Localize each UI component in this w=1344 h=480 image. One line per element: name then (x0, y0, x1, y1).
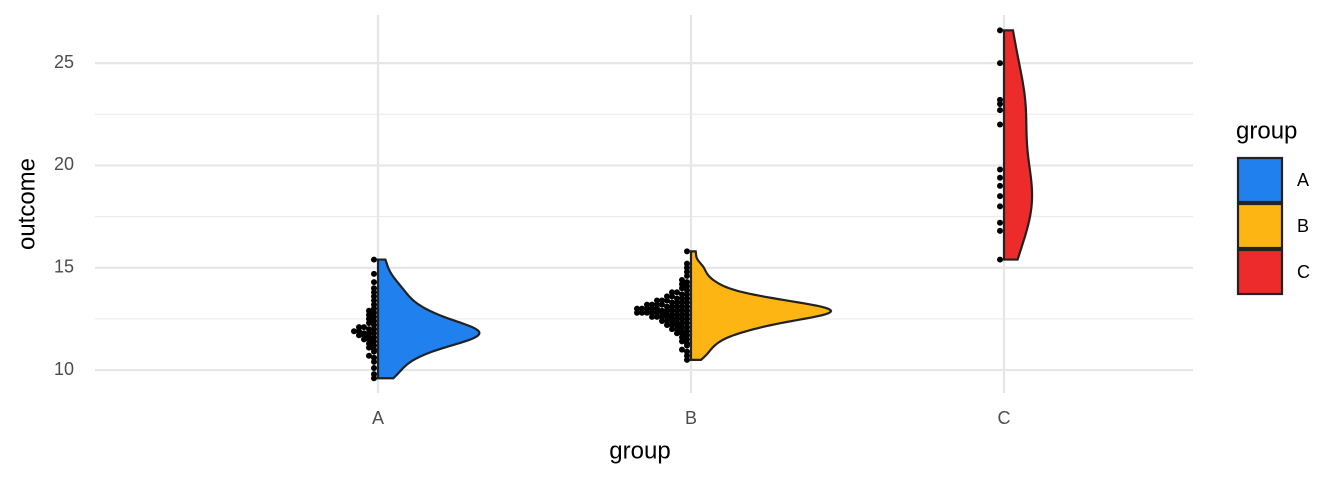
dot (684, 248, 690, 255)
dot (659, 297, 665, 304)
dot (997, 256, 1003, 263)
dot (997, 174, 1003, 181)
dot (997, 193, 1003, 200)
legend-label: A (1297, 170, 1309, 190)
dot (639, 305, 645, 312)
dot (356, 324, 362, 331)
legend-key (1236, 248, 1284, 296)
legend-title: group (1236, 117, 1297, 144)
dot (997, 203, 1003, 210)
dot (649, 301, 655, 308)
dot (669, 289, 675, 296)
dot (366, 326, 372, 333)
dot (664, 293, 670, 300)
y-tick-label: 20 (54, 154, 74, 174)
y-tick-label: 25 (54, 52, 74, 72)
dot (684, 260, 690, 267)
legend-key (1236, 202, 1284, 250)
y-tick-label: 10 (54, 359, 74, 379)
y-tick-label: 15 (54, 257, 74, 277)
dot (644, 301, 650, 308)
legend-label: B (1297, 216, 1309, 236)
dot (361, 330, 367, 337)
dot (371, 371, 377, 378)
half-violin (689, 250, 833, 361)
dot (669, 299, 675, 306)
dot (654, 297, 660, 304)
dot (997, 166, 1003, 173)
x-tick-label: A (372, 408, 384, 428)
dot (679, 277, 685, 284)
dot (366, 307, 372, 314)
legend-label: C (1297, 262, 1310, 282)
dot (351, 328, 357, 335)
dot (659, 307, 665, 314)
dot (997, 219, 1003, 226)
dot (371, 285, 377, 292)
dot (674, 295, 680, 302)
dot (997, 107, 1003, 114)
dot (684, 279, 690, 286)
half-violin (1002, 29, 1034, 261)
dot (997, 96, 1003, 103)
x-axis-title: group (609, 437, 670, 464)
dot (997, 27, 1003, 34)
dot (664, 303, 670, 310)
dot (371, 270, 377, 277)
dot (371, 279, 377, 286)
dot (371, 365, 377, 372)
dot (679, 346, 685, 353)
dot (371, 256, 377, 263)
dot (997, 60, 1003, 67)
dot (366, 352, 372, 359)
y-axis-title: outcome (13, 158, 40, 250)
x-tick-label: C (998, 408, 1011, 428)
half-violin (376, 258, 481, 380)
dot (997, 121, 1003, 128)
dot (634, 305, 640, 312)
dot (997, 227, 1003, 234)
x-tick-label: B (685, 408, 697, 428)
dot (679, 291, 685, 298)
dot (361, 324, 367, 331)
dot (674, 289, 680, 296)
legend-key (1236, 156, 1284, 204)
dot (997, 182, 1003, 189)
dot (684, 348, 690, 355)
dot (371, 354, 377, 361)
